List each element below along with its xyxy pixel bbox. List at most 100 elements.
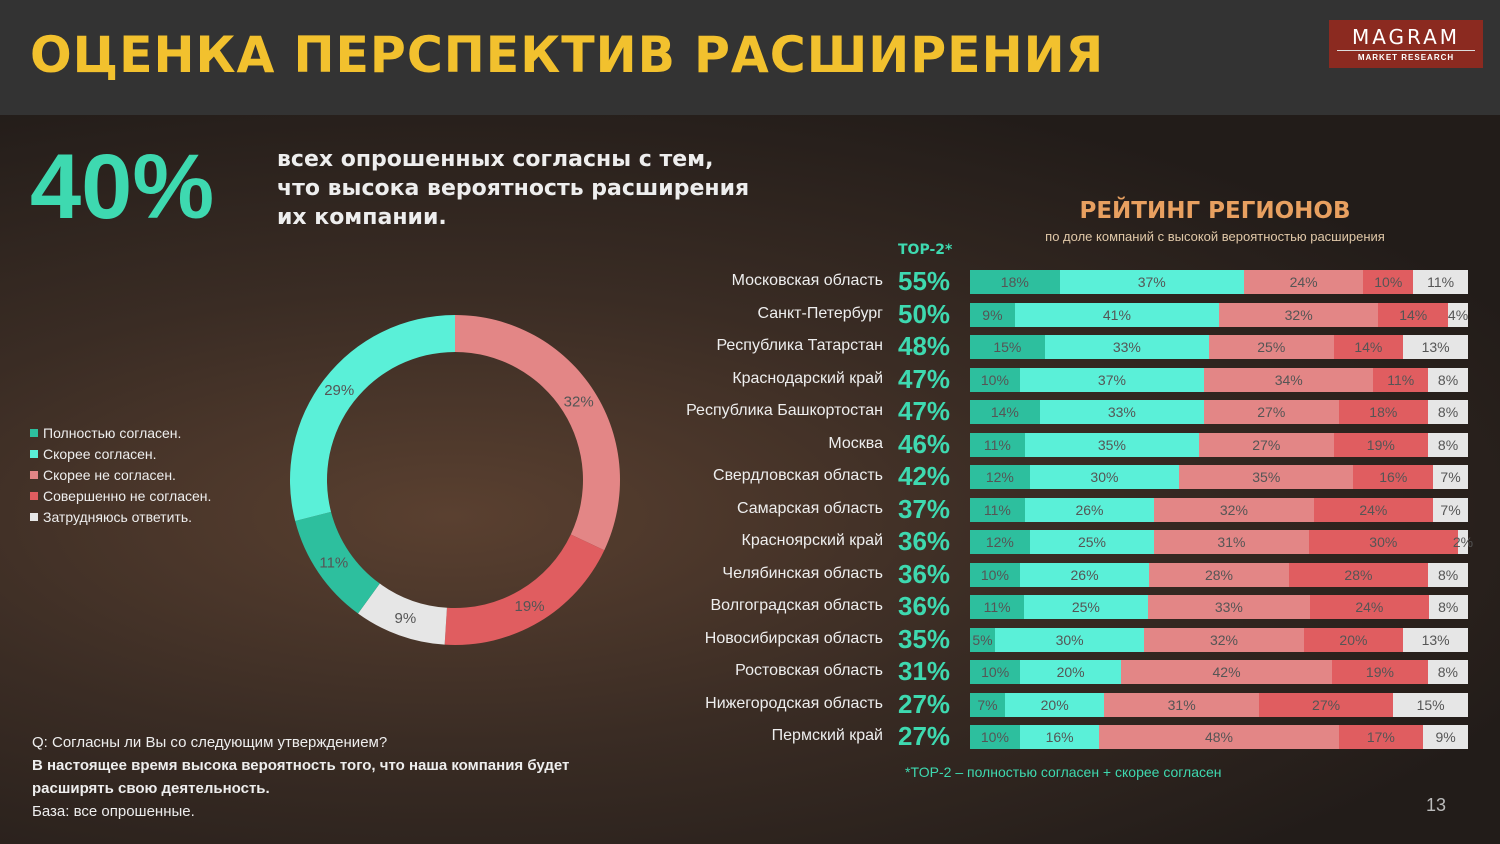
bar-segment: 16% [1353,465,1434,489]
region-row: Свердловская область 42% 12% 30% 35% 16% 7% [600,461,1480,491]
region-top2: 36% [898,558,951,589]
bar-segment: 24% [1313,497,1434,522]
region-top2: 42% [898,461,951,491]
stacked-bar: 10% 20% 42% 19% 8% [970,660,1468,684]
region-name: Республика Башкортостан [686,402,883,419]
bar-segment: 11% [1373,367,1429,392]
donut-legend: Полностью согласен. Скорее согласен. Скоре… [30,425,211,530]
bar-segment: 4% [1448,302,1468,327]
region-top2: 48% [898,331,951,361]
region-row: Челябинская область 36% 10% 26% 28% 28% 8% [600,558,1480,589]
stacked-bar: 5% 30% 32% 20% 13% [970,627,1468,652]
legend-item: Скорее не согласен. [30,467,211,483]
bar-segment: 16% [1019,725,1100,749]
region-name: Волгоградская область [710,597,883,614]
stacked-bar: 12% 25% 31% 30% 2% [970,530,1473,554]
bar-segment: 11% [970,432,1025,457]
region-name: Республика Татарстан [716,337,883,354]
headline-text: всех опрошенных согласны с тем, что высо… [277,145,749,232]
question: Q: Согласны ли Вы со следующим утвержден… [32,731,602,800]
legend-label: Скорее не согласен. [43,467,176,483]
bar-segment: 10% [1363,270,1414,294]
bar-segment: 20% [1004,692,1105,717]
bar-segment: 8% [1428,400,1468,424]
logo: MAGRAM MARKET RESEARCH [1329,20,1483,68]
bar-segment: 14% [1333,335,1404,359]
bar-segment: 10% [970,367,1020,392]
bar-segment: 35% [1024,432,1200,457]
stacked-bar: 12% 30% 35% 16% 7% [970,465,1468,489]
bar-segment: 30% [994,627,1145,652]
donut-label: 11% [319,554,348,571]
bar-segment: 48% [1099,725,1339,749]
region-top2: 46% [898,428,951,459]
region-name: Красноярский край [741,532,883,549]
page-number: 13 [1426,795,1447,815]
bar-segment: 11% [970,497,1025,522]
bar-segment: 8% [1428,562,1468,587]
legend-item: Совершенно не согласен. [30,488,211,504]
donut-label: 29% [324,382,354,399]
question-statement: В настоящее время высока вероятность тог… [32,757,570,797]
region-name: Московская область [731,272,883,289]
region-name: Нижегородская область [705,694,883,712]
bar-segment: 27% [1199,432,1334,457]
region-top2: 36% [898,591,951,621]
bar-segment: 27% [1204,400,1339,424]
region-top2: 27% [898,688,951,719]
region-top2: 36% [898,526,951,556]
legend-label: Полностью согласен. [43,425,182,441]
region-row: Волгоградская область 36% 11% 25% 33% 24% 8% [600,591,1480,621]
region-top2: 35% [898,623,951,654]
region-row: Московская область 55% 18% 37% 24% 10% 11% [600,266,1480,296]
bar-segment: 9% [970,302,1015,327]
stacked-bar: 10% 16% 48% 17% 9% [970,725,1468,749]
region-row: Нижегородская область 27% 7% 20% 31% 27% 15% [600,688,1480,719]
region-top2: 27% [898,721,951,751]
bar-segment: 10% [970,660,1021,684]
bar-segment: 28% [1288,562,1429,587]
bar-segment: 31% [1104,692,1259,717]
bar-segment: 19% [1332,660,1428,684]
ranking-title: РЕЙТИНГ РЕГИОНОВ [1079,198,1351,224]
bar-segment: 26% [1024,497,1155,522]
bar-segment: 12% [970,465,1030,489]
bar-segment: 11% [970,595,1025,619]
region-top2: 47% [898,363,951,394]
base-note: База: все опрошенные. [32,803,195,820]
bar-segment: 11% [1413,270,1468,294]
legend-swatch [30,492,38,500]
region-name: Москва [828,434,883,452]
top2-header: TOP-2* [898,242,953,258]
region-row: Москва 46% 11% 35% 27% 19% 8% [600,428,1480,459]
legend-label: Скорее согласен. [43,446,157,462]
bar-segment: 41% [1014,302,1219,327]
bar-segment: 35% [1179,465,1354,489]
bar-segment: 19% [1333,432,1429,457]
region-row: Республика Башкортостан 47% 14% 33% 27% 18% 8% [600,396,1480,426]
bar-segment: 24% [1310,595,1429,619]
bar-segment: 20% [1303,627,1404,652]
region-name: Челябинская область [722,564,883,582]
bar-segment: 32% [1144,627,1304,652]
region-row: Республика Татарстан 48% 15% 33% 25% 14% 13% [600,331,1480,361]
bar-segment: 13% [1403,627,1468,652]
legend-swatch [30,513,38,521]
bar-segment: 9% [1423,725,1468,749]
legend-item: Затрудняюсь ответить. [30,509,211,525]
donut-slice [290,315,455,522]
footnote: *TOP-2 – полностью согласен + скорее сог… [905,764,1222,780]
bar-segment: 20% [1020,660,1121,684]
stacked-bar: 15% 33% 25% 14% 13% [970,335,1468,359]
bar-segment: 8% [1427,660,1468,684]
legend-item: Полностью согласен. [30,425,211,441]
page-title: ОЦЕНКА ПЕРСПЕКТИВ РАСШИРЕНИЯ [30,26,1105,84]
region-top2: 37% [898,493,951,524]
stacked-bar: 14% 33% 27% 18% 8% [970,400,1468,424]
bar-segment: 26% [1019,562,1150,587]
bar-segment: 32% [1154,497,1314,522]
logo-sub: MARKET RESEARCH [1337,50,1475,62]
bar-segment: 14% [970,400,1040,424]
region-name: Новосибирская область [704,629,883,647]
legend-item: Скорее согласен. [30,446,211,462]
